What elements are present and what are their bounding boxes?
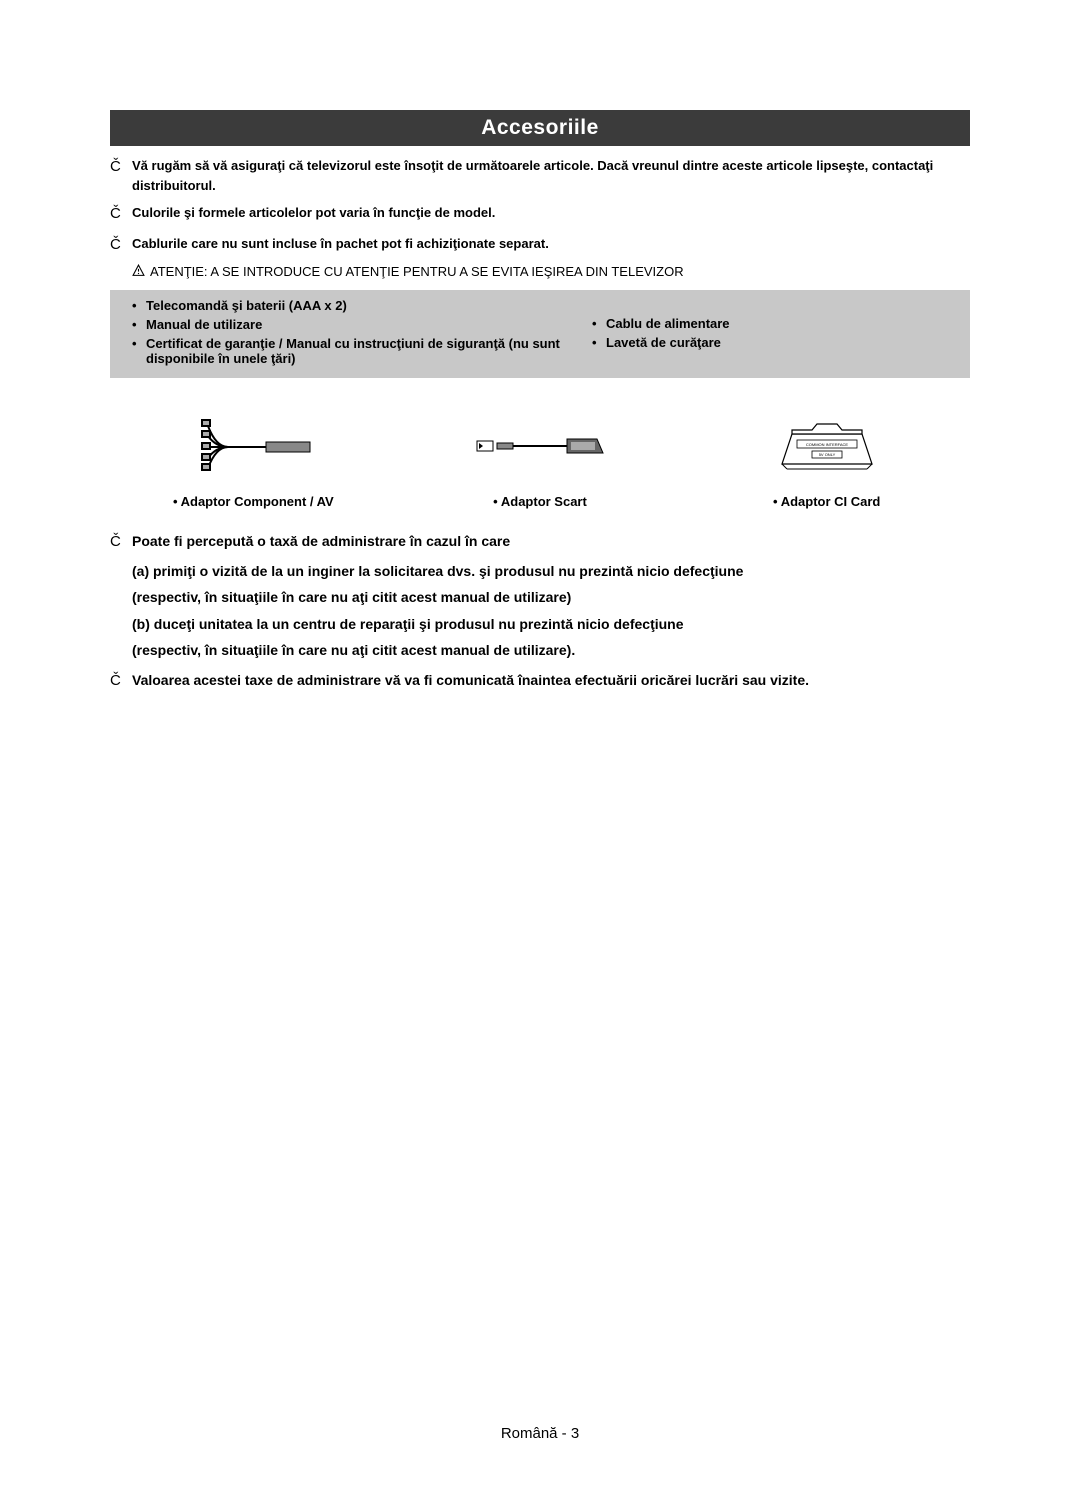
accessories-list-box: Telecomandă şi baterii (AAA x 2) Manual … (110, 290, 970, 378)
note-marker: Č (110, 670, 132, 693)
accessories-right-column: Cablu de alimentare Lavetă de curăţare (592, 298, 960, 370)
adapter-label-text: Adaptor Scart (493, 494, 587, 509)
note-subline: (a) primiţi o vizită de la un inginer la… (132, 558, 970, 585)
note-text: Valoarea acestei taxe de administrare vă… (132, 670, 970, 691)
note-subline: (respectiv, în situaţiile în care nu aţi… (132, 584, 970, 611)
adapter-ci-image: COMMON INTERFACE 5V ONLY (683, 406, 970, 486)
top-notes: Č Vă rugăm să vă asiguraţi că televizoru… (110, 156, 970, 256)
accessory-item: Manual de utilizare (132, 317, 592, 332)
warning-text: ATENŢIE: A SE INTRODUCE CU ATENŢIE PENTR… (150, 264, 684, 279)
adapter-labels-row: Adaptor Component / AV Adaptor Scart Ada… (110, 494, 970, 509)
note-row: Č Vă rugăm să vă asiguraţi că televizoru… (110, 156, 970, 195)
adapter-component-image (110, 406, 397, 486)
adapter-scart-image (397, 406, 684, 486)
accessory-item: Telecomandă şi baterii (AAA x 2) (132, 298, 592, 313)
adapter-images-row: COMMON INTERFACE 5V ONLY (110, 406, 970, 486)
page: Accesoriile Č Vă rugăm să vă asiguraţi c… (0, 0, 1080, 1494)
section-title: Accesoriile (481, 116, 599, 139)
warning-icon (132, 264, 150, 280)
note-subline: (respectiv, în situaţiile în care nu aţi… (132, 637, 970, 664)
adapter-label: Adaptor Component / AV (110, 494, 397, 509)
note-text: Poate fi percepută o taxă de administrar… (132, 531, 970, 552)
note-marker: Č (110, 156, 132, 179)
page-footer: Română - 3 (0, 1425, 1080, 1442)
note-text: Cablurile care nu sunt incluse în pachet… (132, 234, 970, 254)
note-row: Č Valoarea acestei taxe de administrare … (110, 670, 970, 693)
body-notes: Č Poate fi percepută o taxă de administr… (110, 531, 970, 692)
note-subline: (b) duceţi unitatea la un centru de repa… (132, 611, 970, 638)
note-text: Culorile şi formele articolelor pot vari… (132, 203, 970, 223)
accessories-left-column: Telecomandă şi baterii (AAA x 2) Manual … (132, 298, 592, 370)
note-marker: Č (110, 203, 132, 226)
warning-row: ATENŢIE: A SE INTRODUCE CU ATENŢIE PENTR… (132, 264, 970, 280)
note-marker: Č (110, 531, 132, 554)
accessory-item: Certificat de garanţie / Manual cu instr… (132, 336, 592, 366)
adapter-label-text: Adaptor Component / AV (173, 494, 334, 509)
section-title-bar: Accesoriile (110, 110, 970, 146)
adapter-label: Adaptor Scart (397, 494, 684, 509)
adapter-label-text: Adaptor CI Card (773, 494, 880, 509)
note-row: Č Cablurile care nu sunt incluse în pach… (110, 234, 970, 257)
note-row: Č Poate fi percepută o taxă de administr… (110, 531, 970, 554)
adapter-label: Adaptor CI Card (683, 494, 970, 509)
svg-text:COMMON INTERFACE: COMMON INTERFACE (806, 442, 849, 447)
note-marker: Č (110, 234, 132, 257)
note-text: Vă rugăm să vă asiguraţi că televizorul … (132, 156, 970, 195)
svg-text:5V ONLY: 5V ONLY (818, 452, 835, 457)
note-row: Č Culorile şi formele articolelor pot va… (110, 203, 970, 226)
accessory-item: Cablu de alimentare (592, 316, 960, 331)
accessory-item: Lavetă de curăţare (592, 335, 960, 350)
